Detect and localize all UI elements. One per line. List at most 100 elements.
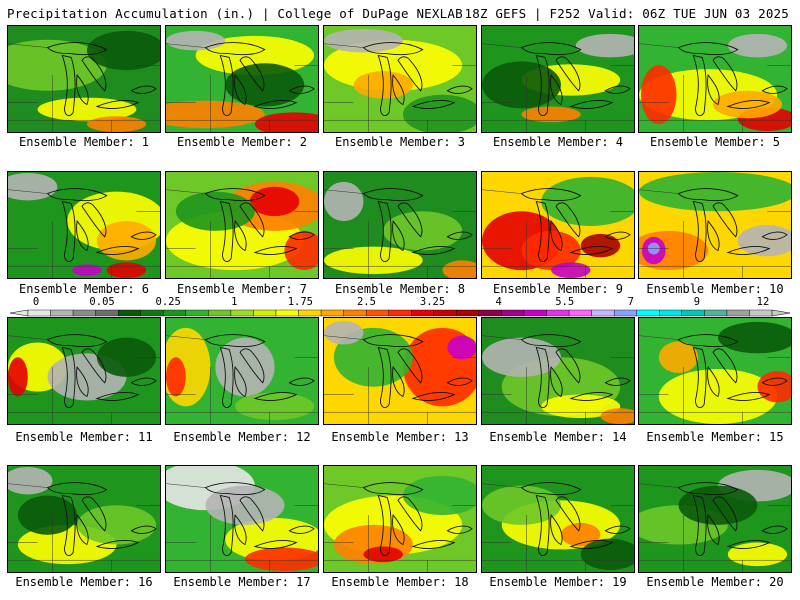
lake-outline <box>253 540 298 549</box>
lake-outline <box>677 482 739 496</box>
lake-outline <box>555 56 581 92</box>
lake-outline <box>707 366 720 398</box>
lake-outline <box>362 482 424 496</box>
ensemble-member-label: Ensemble Member: 11 <box>15 430 153 444</box>
lake-outline <box>535 346 550 408</box>
ensemble-member-map <box>481 25 635 133</box>
lake-outline <box>446 231 473 240</box>
colorbar-tick-label: 7 <box>627 296 634 308</box>
precip-contour <box>244 547 318 572</box>
lake-outline <box>61 494 76 556</box>
lake-outline <box>397 202 423 238</box>
lake-outline <box>446 85 473 94</box>
lake-outline <box>219 54 234 116</box>
lake-outline <box>392 74 405 106</box>
ensemble-member-map <box>7 171 161 279</box>
ensemble-member-label: Ensemble Member: 18 <box>331 575 469 589</box>
state-border <box>324 483 364 488</box>
state-border <box>166 43 206 48</box>
state-border <box>166 483 206 488</box>
lake-outline <box>377 494 392 556</box>
ensemble-member-map <box>481 317 635 425</box>
lake-outline <box>81 348 107 384</box>
ensemble-member-label: Ensemble Member: 14 <box>489 430 627 444</box>
lake-outline <box>726 100 771 109</box>
lake-outline <box>46 188 108 202</box>
ensemble-member-map <box>638 25 792 133</box>
lake-outline <box>288 377 315 386</box>
lake-outline <box>411 100 456 109</box>
ensemble-member-map <box>7 317 161 425</box>
colorbar-swatch <box>343 309 367 317</box>
precip-contour <box>166 357 186 397</box>
precip-contour <box>166 100 265 129</box>
lake-outline <box>520 42 582 56</box>
colorbar-swatch <box>117 309 141 317</box>
ensemble-member-label: Ensemble Member: 13 <box>331 430 469 444</box>
precip-contour <box>482 337 561 377</box>
ensemble-member-map <box>323 317 477 425</box>
colorbar-swatch <box>749 309 773 317</box>
ensemble-member-label: Ensemble Member: 16 <box>15 575 153 589</box>
colorbar-swatch <box>433 309 457 317</box>
lake-outline <box>219 200 234 262</box>
colorbar-swatch <box>275 309 299 317</box>
lake-outline <box>761 525 788 534</box>
lake-outline <box>95 392 140 401</box>
ensemble-member-label: Ensemble Member: 19 <box>489 575 627 589</box>
ensemble-member-label: Ensemble Member: 4 <box>492 135 624 149</box>
precip-contour <box>96 337 157 377</box>
lake-outline <box>130 85 157 94</box>
precip-contour <box>324 181 364 222</box>
colorbar-swatch <box>72 309 96 317</box>
state-border <box>324 43 364 48</box>
lake-outline <box>569 540 614 549</box>
ensemble-member-map <box>638 171 792 279</box>
precip-contour <box>96 221 157 261</box>
precip-contour <box>717 321 791 354</box>
lake-outline <box>46 42 108 56</box>
lake-outline <box>569 100 614 109</box>
lake-outline <box>677 188 739 202</box>
colorbar-tick-label: 12 <box>756 296 770 308</box>
lake-outline <box>377 200 392 262</box>
colorbar-tick-label: 1 <box>231 296 238 308</box>
ensemble-member-map <box>323 25 477 133</box>
lake-outline <box>234 74 247 106</box>
lake-outline <box>692 346 707 408</box>
lake-outline <box>761 231 788 240</box>
lake-outline <box>604 231 631 240</box>
ensemble-member-label: Ensemble Member: 1 <box>18 135 150 149</box>
lake-outline <box>239 56 265 92</box>
lake-outline <box>392 366 405 398</box>
ensemble-member-map <box>165 25 319 133</box>
precip-contour <box>580 538 634 571</box>
lake-outline <box>726 540 771 549</box>
lake-outline <box>76 74 89 106</box>
precip-contour <box>195 35 315 76</box>
ensemble-member-map <box>323 171 477 279</box>
lake-outline <box>569 246 614 255</box>
lake-outline <box>76 366 89 398</box>
lake-outline <box>677 42 739 56</box>
lake-outline <box>81 202 107 238</box>
precip-contour <box>482 61 561 109</box>
colorbar-swatch <box>546 309 570 317</box>
colorbar-swatch <box>456 309 480 317</box>
precip-contour <box>521 106 581 123</box>
lake-outline <box>712 496 738 532</box>
precip-contour <box>254 112 318 132</box>
lake-outline <box>535 494 550 556</box>
state-border <box>8 189 48 194</box>
colorbar-swatch <box>50 309 74 317</box>
precip-contour <box>713 90 783 119</box>
lake-outline <box>46 334 108 348</box>
ensemble-member-label: Ensemble Member: 17 <box>173 575 311 589</box>
colorbar-swatch <box>681 309 705 317</box>
precip-contour <box>580 233 621 258</box>
colorbar-swatch <box>185 309 209 317</box>
colorbar-tick-label: 0.05 <box>89 296 115 308</box>
colorbar-swatch <box>636 309 660 317</box>
colorbar-arrow-left <box>9 309 29 317</box>
lake-outline <box>555 496 581 532</box>
